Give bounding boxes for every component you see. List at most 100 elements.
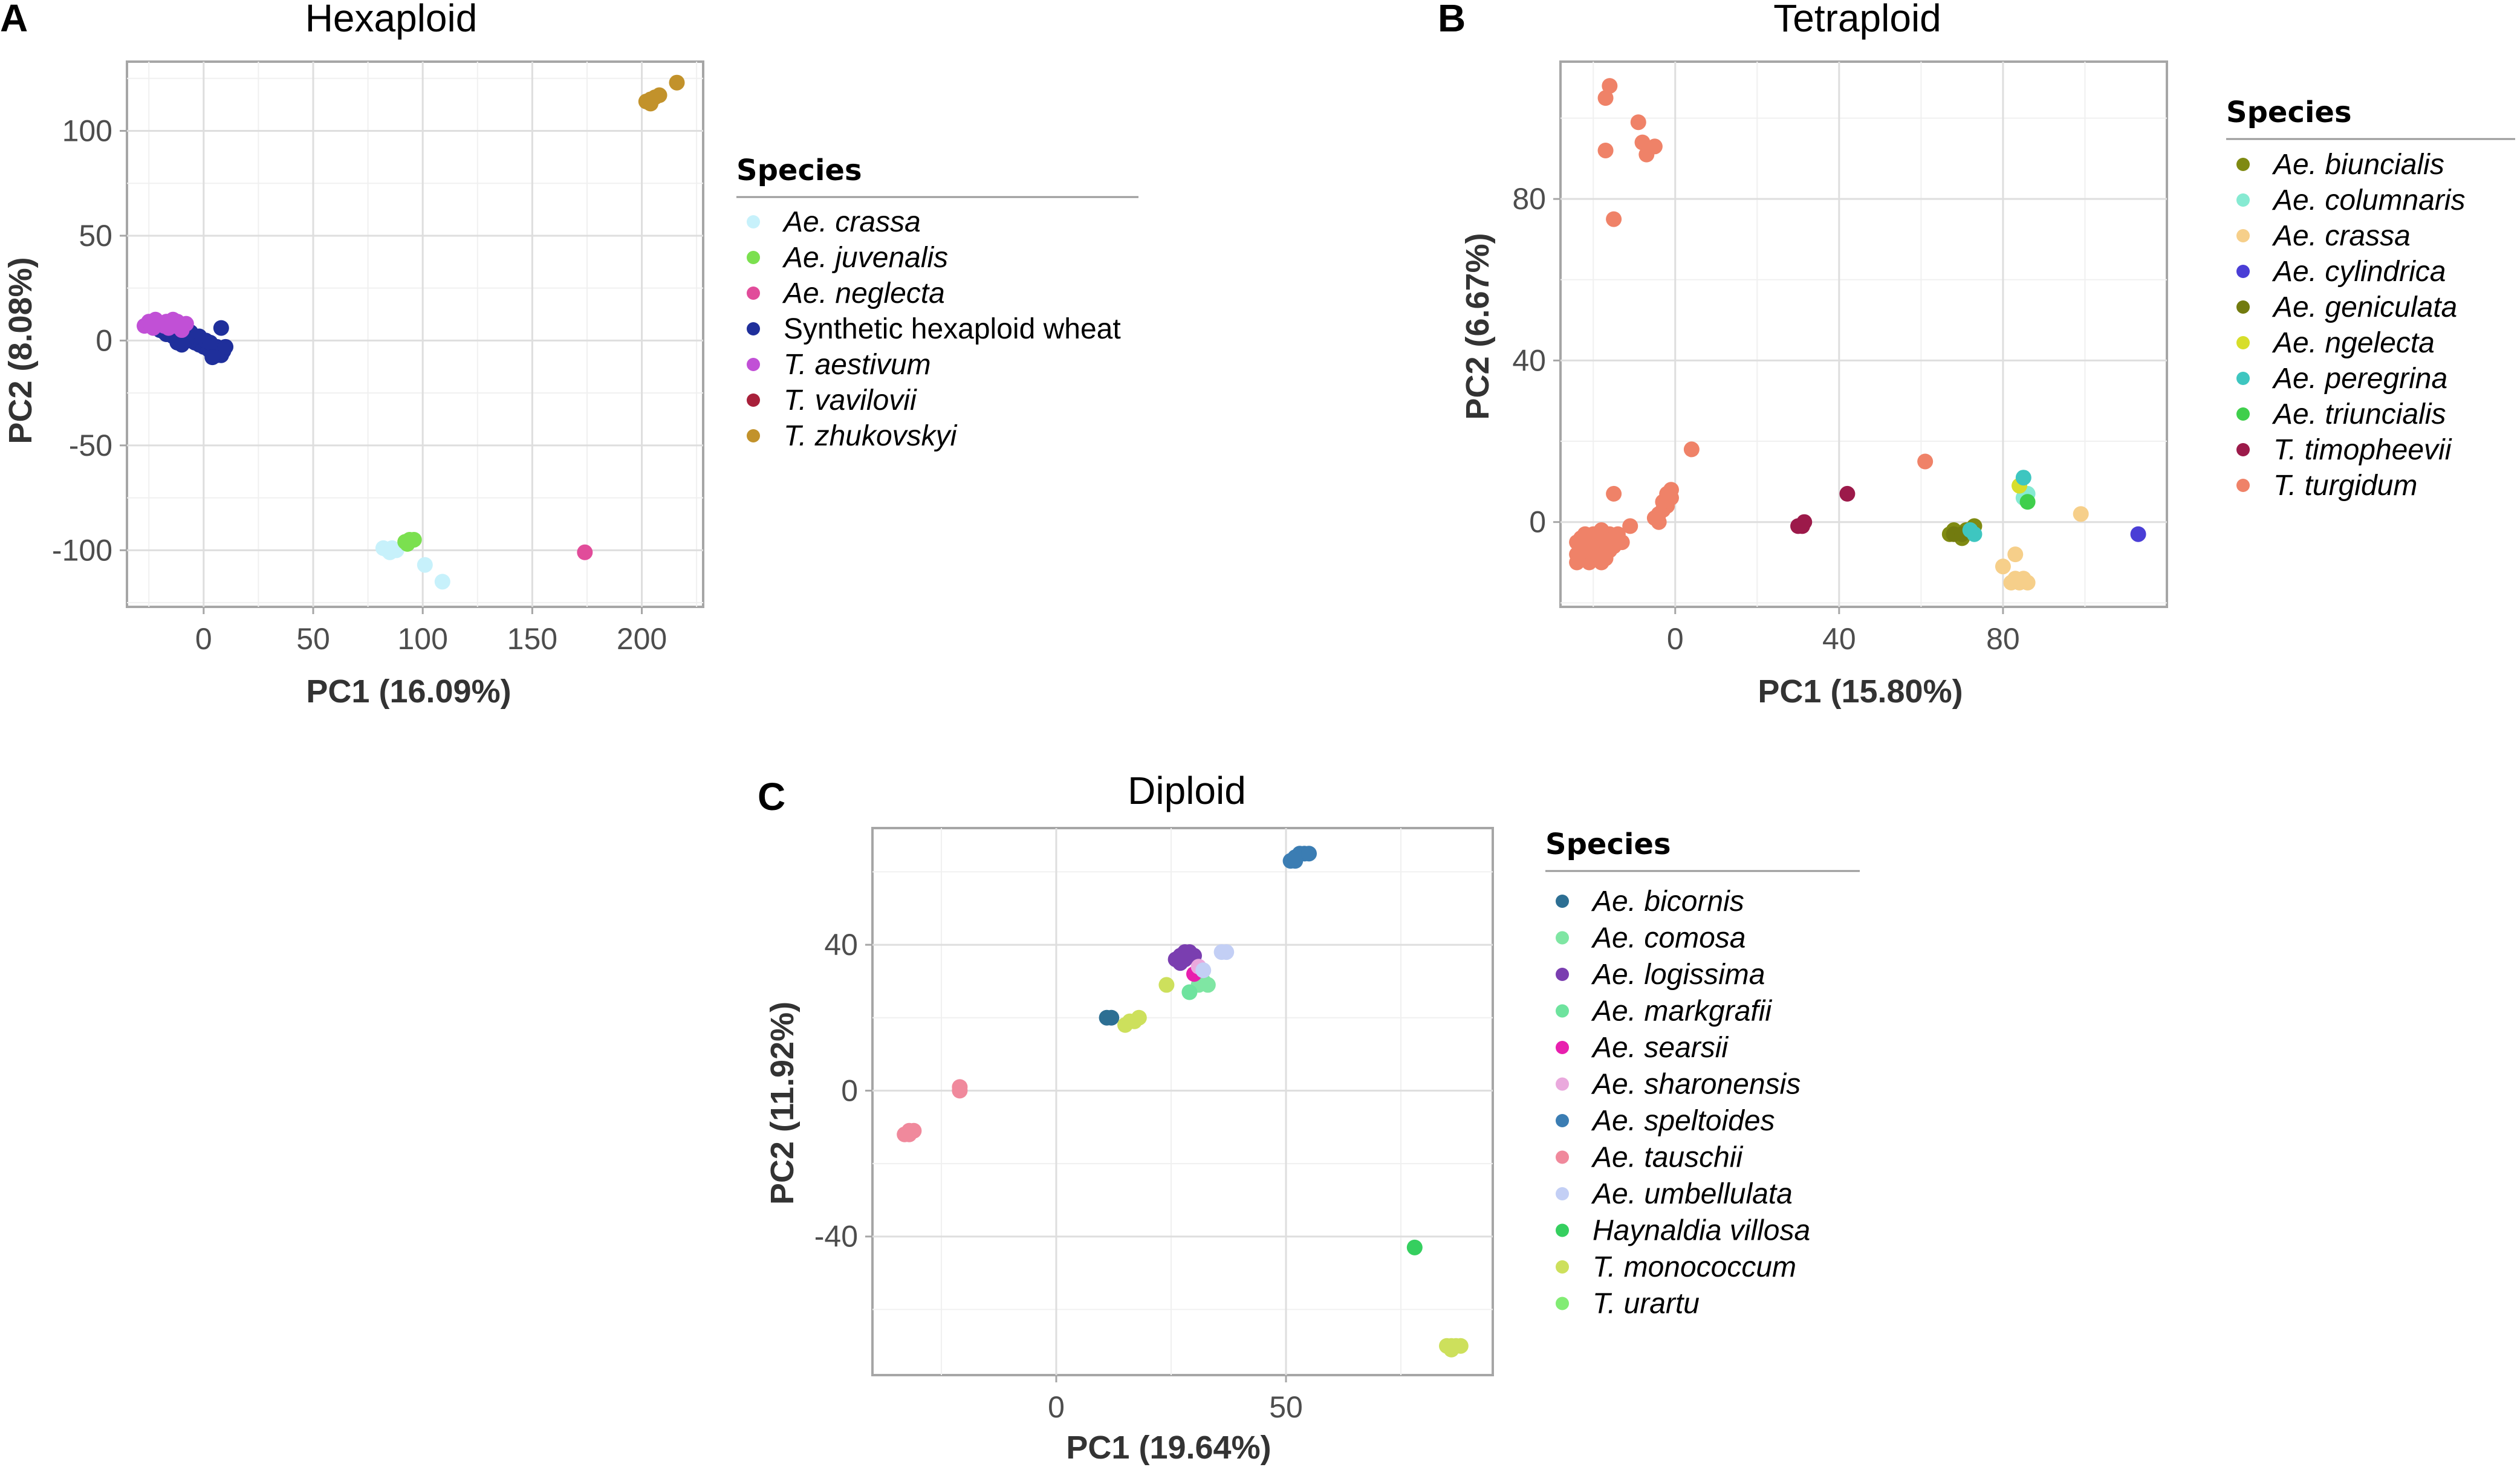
panel-a-legend-title: Species [736,154,862,187]
panel-c-point-ae-bicornis [1103,1009,1120,1026]
panel-b-y-tick-label: 0 [1529,505,1546,539]
panel-c-legend-key-ae-bicornis [1556,895,1569,908]
panel-c-legend-items: Ae. bicornis Ae. comosa Ae. logissima Ae. m… [1556,886,1810,1320]
panel-b-point-t-turgidum [1683,441,1700,458]
panel-a-legend-key-ae-neglecta [747,287,760,300]
panel-a-y-tick-label: -50 [69,429,112,462]
panel-b-legend-key-ae-triuncialis [2236,407,2250,421]
panel-b-legend-label-ae-columnaris: Ae. columnaris [2272,184,2465,216]
panel-b-point-ae-triuncialis [2019,494,2036,510]
panel-b: B Tetraploid 0 40 80 80 40 0 PC1 (15.80%) PC… [1438,0,2515,710]
panel-c-legend-label-haynaldia-villosa: Haynaldia villosa [1593,1215,1810,1247]
panel-a-legend-label-ae-neglecta: Ae. neglecta [782,277,945,309]
panel-a: A Hexaploid 0 50 100 150 200 100 50 0 -50 -100 P… [0,0,1138,710]
panel-c-legend-key-ae-umbellulata [1556,1187,1569,1200]
panel-c-legend-title: Species [1545,827,1671,861]
panel-b-y-ticks: 80 40 0 [1512,182,1560,539]
panel-c-legend-key-haynaldia-villosa [1556,1223,1569,1237]
panel-c-legend-label-t-urartu: T. urartu [1593,1288,1700,1320]
panel-b-legend-key-ae-columnaris [2236,193,2250,207]
panel-b-point-ae-cylindrica [2130,526,2146,542]
panel-b-point-t-turgidum [1634,134,1651,151]
panel-a-legend-label-t-vavilovii: T. vavilovii [784,384,917,416]
panel-a-y-tick-label: 100 [62,114,112,147]
panel-b-point-ae-peregrina [2015,470,2031,486]
panel-a-point-ae-crassa [434,574,450,590]
panel-a-legend-key-synthetic-hexaploid-wheat [747,322,760,335]
panel-b-legend-key-ae-crassa [2236,229,2250,242]
panel-c-legend-key-ae-logissima [1556,968,1569,981]
panel-c-point-ae-speltoides [1287,853,1304,869]
panel-c-y-ticks: 40 0 -40 [814,928,872,1254]
panel-c-plot-area [871,827,1494,1376]
panel-a-y-label: PC2 (8.08%) [2,257,39,444]
panel-a-x-tick-label: 100 [397,622,447,656]
panel-a-legend-label-t-aestivum: T. aestivum [784,349,931,381]
panel-c-point-t-monococcum [1131,1009,1147,1026]
panel-a-legend-key-ae-juvenalis [747,251,760,264]
panel-c-legend-label-ae-sharonensis: Ae. sharonensis [1591,1069,1801,1101]
panel-c-point-ae-umbellulata [1218,944,1235,960]
panel-b-legend-key-t-turgidum [2236,479,2250,492]
panel-a-label: A [0,0,28,40]
panel-b-legend-title: Species [2226,96,2352,129]
panel-b-point-t-turgidum [1614,534,1630,551]
panel-a-y-tick-label: 50 [79,219,112,253]
panel-c-x-tick-label: 0 [1048,1390,1065,1424]
panel-b-point-t-turgidum [1655,494,1671,510]
panel-c-title: Diploid [1128,769,1246,812]
panel-a-points [136,74,685,590]
panel-b-y-label: PC2 (6.67%) [1460,233,1496,419]
panel-b-point-ae-crassa [2073,506,2089,522]
panel-a-y-tick-label: 0 [96,323,112,357]
panel-c-points [897,846,1469,1358]
panel-b-point-t-turgidum [1606,485,1622,502]
panel-b-legend-label-t-timopheevii: T. timopheevii [2273,434,2452,466]
panel-b-legend-label-ae-biuncialis: Ae. biuncialis [2272,149,2444,181]
panel-a-x-ticks: 0 50 100 150 200 [195,607,667,656]
panel-c-point-ae-comosa [1200,977,1216,993]
panel-a-point-synthetic-hexaploid-wheat [174,337,190,353]
panel-c-x-ticks: 0 50 [1048,1375,1303,1424]
panel-a-y-tick-label: -100 [52,533,112,567]
panel-a-plot-area [126,60,704,608]
panel-c-legend-label-ae-searsii: Ae. searsii [1591,1032,1729,1064]
panel-b-point-t-timopheevii [1796,514,1813,530]
panel-a-legend-label-ae-crassa: Ae. crassa [782,206,921,238]
panel-a-point-t-zhukovskyi [643,96,659,112]
panel-a-x-tick-label: 0 [195,622,212,656]
panel-b-legend-key-ae-cylindrica [2236,265,2250,278]
panel-b-point-t-turgidum [1917,453,1934,470]
panel-c-point-ae-markgrafii [1181,984,1198,1000]
panel-b-legend-key-ae-geniculata [2236,300,2250,314]
panel-a-point-ae-juvenalis [399,536,415,552]
panel-c-point-ae-tauschii [952,1079,968,1095]
panel-b-legend-label-ae-cylindrica: Ae. cylindrica [2272,256,2446,288]
panel-b-point-t-turgidum [1581,530,1597,546]
panel-b-point-t-turgidum [1597,534,1614,551]
panel-a-y-ticks: 100 50 0 -50 -100 [52,114,127,567]
panel-a-x-label: PC1 (16.09%) [306,673,511,710]
panel-b-x-tick-label: 0 [1667,622,1684,656]
panel-c: C Diploid 0 50 40 0 -40 PC1 (19.64%) PC2 (1… [758,769,1860,1466]
panel-a-point-synthetic-hexaploid-wheat [213,320,229,336]
panel-b-y-tick-label: 80 [1512,182,1546,216]
panel-b-legend-key-ae-biuncialis [2236,158,2250,171]
panel-c-legend-key-t-urartu [1556,1297,1569,1310]
panel-c-legend-label-ae-logissima: Ae. logissima [1591,959,1765,991]
panel-b-legend-label-ae-peregrina: Ae. peregrina [2272,363,2447,395]
panel-a-point-ae-neglecta [577,544,593,560]
panel-a-legend-key-t-vavilovii [747,393,760,407]
panel-b-y-tick-label: 40 [1512,343,1546,377]
panel-c-legend-label-ae-tauschii: Ae. tauschii [1591,1142,1743,1174]
panel-b-point-ae-crassa [1995,559,2011,575]
panel-a-legend-key-t-zhukovskyi [747,429,760,442]
panel-c-point-ae-tauschii [901,1126,917,1142]
panel-c-legend-key-ae-comosa [1556,931,1569,945]
panel-c-x-tick-label: 50 [1269,1390,1303,1424]
panel-b-label: B [1438,0,1466,40]
panel-b-legend-label-ae-crassa: Ae. crassa [2272,220,2411,252]
panel-b-point-t-turgidum [1622,518,1638,534]
